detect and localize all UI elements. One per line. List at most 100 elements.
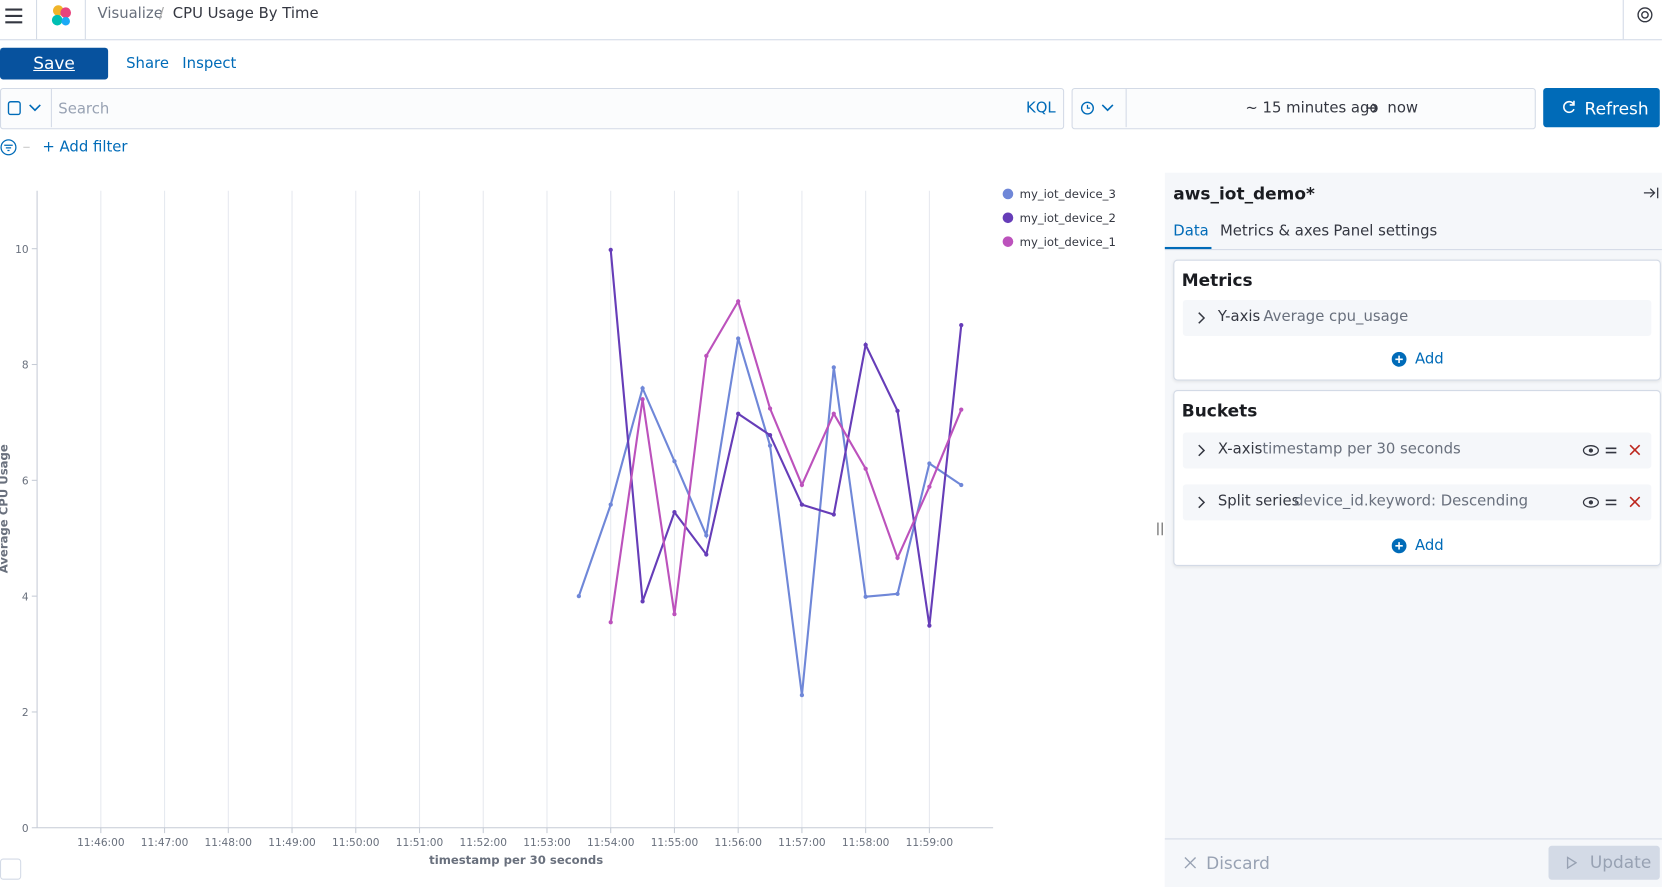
data-point <box>736 411 741 416</box>
clock-icon[interactable] <box>1080 101 1118 116</box>
agg-desc: timestamp per 30 seconds <box>1262 440 1461 458</box>
data-point <box>672 611 677 617</box>
data-point <box>831 411 836 416</box>
header-bar <box>0 0 1662 41</box>
y-tick-label: 6 <box>22 476 29 488</box>
y-tick-label: 0 <box>22 823 29 835</box>
legend-swatch <box>1002 212 1014 224</box>
data-point <box>927 623 932 628</box>
x-tick-label: 11:47:00 <box>141 837 189 849</box>
time-start[interactable]: ~ 15 minutes ago <box>1245 99 1379 117</box>
data-point <box>767 443 773 448</box>
saved-query-icon[interactable] <box>6 101 44 116</box>
metrics-card: Metrics Y-axis Average cpu_usage Add <box>1173 259 1661 381</box>
collapse-icon[interactable] <box>1643 185 1660 200</box>
kql-toggle[interactable]: KQL <box>1025 99 1056 117</box>
y-tick-label: 8 <box>22 360 29 372</box>
data-point <box>704 353 709 358</box>
data-point <box>704 533 709 538</box>
add-button[interactable]: Add <box>1414 350 1444 368</box>
data-point <box>927 461 932 466</box>
data-point <box>767 406 773 411</box>
menu-icon[interactable] <box>4 6 23 25</box>
save-button[interactable]: Save <box>0 47 109 80</box>
refresh-label: Refresh <box>1584 98 1649 119</box>
section-title: Metrics <box>1181 270 1253 291</box>
search-input[interactable]: Search <box>58 100 110 118</box>
y-tick-label: 10 <box>15 244 29 256</box>
x-tick-label: 11:55:00 <box>651 837 699 849</box>
x-tick-label: 11:51:00 <box>396 837 444 849</box>
legend-label[interactable]: my_iot_device_2 <box>1020 211 1116 225</box>
tab[interactable]: Panel settings <box>1333 222 1438 240</box>
data-point <box>736 299 741 304</box>
data-point <box>895 591 900 596</box>
x-tick-label: 11:48:00 <box>205 837 253 849</box>
x-tick-label: 11:50:00 <box>332 837 380 849</box>
refresh-button[interactable] <box>1543 87 1660 128</box>
data-point <box>640 397 645 402</box>
data-point <box>959 482 964 488</box>
section-title: Buckets <box>1181 400 1258 421</box>
logo[interactable] <box>49 3 74 28</box>
data-point <box>576 594 581 599</box>
x-tick-label: 11:56:00 <box>714 837 762 849</box>
y-tick-label: 2 <box>22 707 29 719</box>
x-tick-label: 11:57:00 <box>778 837 826 849</box>
data-point <box>608 247 613 252</box>
time-picker[interactable] <box>1071 87 1536 130</box>
series-line <box>609 298 963 623</box>
data-point <box>608 502 613 507</box>
bucket-row[interactable]: X-axis timestamp per 30 seconds <box>1182 432 1652 469</box>
x-axis-title: timestamp per 30 seconds <box>429 853 603 867</box>
data-point <box>640 599 645 604</box>
filter-icon[interactable] <box>0 139 34 156</box>
x-tick-label: 11:49:00 <box>268 837 316 849</box>
search-bar[interactable] <box>0 87 1065 130</box>
data-point <box>863 342 868 347</box>
bucket-row[interactable]: Split series device_id.keyword: Descendi… <box>1182 484 1652 521</box>
data-point <box>799 502 805 507</box>
inspect-link[interactable]: Inspect <box>182 55 237 73</box>
x-tick-label: 11:52:00 <box>459 837 507 849</box>
legend-label[interactable]: my_iot_device_3 <box>1020 187 1116 201</box>
tab[interactable]: Data <box>1173 222 1209 240</box>
agg-desc: Average cpu_usage <box>1263 308 1409 326</box>
data-point <box>799 693 805 698</box>
data-point <box>959 323 964 328</box>
data-point <box>895 408 900 413</box>
data-point <box>831 365 836 370</box>
data-point <box>927 484 932 489</box>
x-tick-label: 11:58:00 <box>842 837 890 849</box>
legend-label[interactable]: my_iot_device_1 <box>1020 235 1116 249</box>
agg-desc: device_id.keyword: Descending <box>1294 492 1529 510</box>
time-end[interactable]: now <box>1387 99 1419 117</box>
data-point <box>767 433 773 438</box>
help-icon[interactable] <box>1636 6 1653 23</box>
data-point <box>831 512 836 517</box>
series-line <box>609 249 963 626</box>
legend-swatch <box>1002 236 1014 247</box>
discard-button[interactable]: Discard <box>1206 853 1270 874</box>
breadcrumb[interactable]: Visualize <box>97 5 163 23</box>
agg-label: X-axis <box>1217 440 1263 458</box>
data-point <box>895 555 900 561</box>
agg-label: Y-axis <box>1217 308 1261 326</box>
chart: Average CPU Usage timestamp per 30 secon… <box>0 187 1116 867</box>
data-point <box>959 407 964 412</box>
data-point <box>799 482 805 488</box>
legend-toggle[interactable] <box>0 858 22 880</box>
data-point <box>863 594 868 599</box>
tab[interactable]: Metrics & axes <box>1219 222 1330 240</box>
breadcrumb-current: CPU Usage By Time <box>172 5 319 23</box>
share-link[interactable]: Share <box>126 55 169 73</box>
resize-handle[interactable] <box>1157 522 1163 536</box>
x-tick-label: 11:46:00 <box>77 837 125 849</box>
data-point <box>608 620 613 625</box>
metric-row[interactable]: Y-axis Average cpu_usage <box>1182 299 1652 336</box>
y-axis-title: Average CPU Usage <box>0 444 10 573</box>
add-button[interactable]: Add <box>1414 537 1444 555</box>
add-filter[interactable]: + Add filter <box>42 138 128 156</box>
